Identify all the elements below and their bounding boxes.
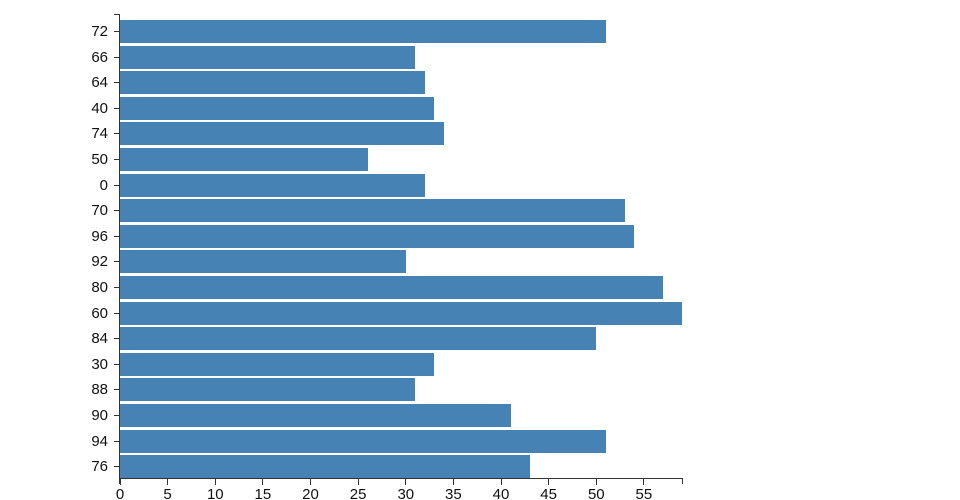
x-tick-label: 25 [349,486,367,500]
bar [120,455,530,479]
y-tick-label: 70 [91,202,108,220]
y-tick-label: 96 [91,227,108,245]
bar [120,45,416,69]
x-axis-outer-tick-right [682,478,683,484]
x-tick-label: 30 [397,486,415,500]
bar [120,148,368,171]
y-axis-outer-tick-top [113,14,120,15]
y-axis-tick [113,287,120,288]
x-axis-tick [595,479,597,485]
x-axis-tick [167,479,169,485]
bar [120,352,435,376]
bar [120,429,606,453]
y-tick-label: 64 [91,74,108,92]
y-axis-tick [113,363,120,365]
bar [120,122,444,146]
y-axis-tick [113,82,120,84]
bar [120,199,625,223]
x-tick-label: 15 [254,486,272,500]
y-tick-label: 30 [91,355,108,373]
y-tick-label: 80 [91,279,108,296]
x-tick-label: 45 [540,486,557,500]
y-axis-tick [113,56,120,58]
bar [120,96,435,120]
y-tick-label: 60 [91,304,108,322]
x-tick-label: 5 [163,486,172,500]
y-tick-label: 94 [91,432,108,450]
y-tick-label: 90 [91,407,108,424]
x-axis-tick [357,479,359,485]
x-axis-tick [452,479,454,485]
y-tick-label: 66 [91,48,108,66]
x-axis-tick [262,479,264,485]
y-tick-label: 74 [91,125,108,143]
y-axis-tick [113,466,120,468]
y-axis-tick [113,210,120,212]
bar [120,71,425,95]
x-tick-label: 55 [635,486,653,500]
x-tick-label: 20 [302,486,319,500]
x-axis-tick [643,479,645,485]
y-tick-label: 88 [91,381,108,399]
x-tick-label: 10 [206,486,224,500]
y-tick-label: 40 [91,99,108,117]
y-tick-label: 0 [99,176,108,194]
bar [120,327,597,351]
y-axis-tick [113,440,120,442]
y-axis-tick [113,235,120,237]
y-axis-domain-line [119,14,120,478]
bar [120,404,511,427]
y-axis-tick [113,261,120,263]
x-axis-tick [310,479,311,485]
y-axis-tick [113,107,120,109]
x-axis-domain-line [119,478,682,479]
y-tick-label: 72 [91,23,108,40]
y-tick-label: 50 [91,151,108,168]
bar [120,173,425,197]
x-axis-tick [119,479,121,485]
x-axis-tick [405,479,407,485]
bar [120,224,635,248]
bar [120,20,606,43]
y-axis-tick [113,184,120,186]
y-axis-tick [113,31,120,32]
bar [120,378,416,402]
bar [120,250,406,274]
y-axis-tick [113,312,120,314]
x-axis-tick [548,479,550,485]
x-tick-label: 35 [445,486,462,500]
y-axis-tick [113,338,120,340]
y-tick-label: 76 [91,458,108,476]
y-axis-tick [113,415,120,416]
bar [120,276,663,299]
bar [120,301,682,325]
y-tick-label: 84 [91,330,108,348]
x-axis-tick [500,479,502,485]
x-axis-tick [214,479,216,485]
y-axis-tick [113,389,120,391]
y-tick-label: 92 [91,253,108,271]
y-axis-tick [113,133,120,135]
x-tick-label: 40 [492,486,510,500]
x-tick-label: 50 [587,486,605,500]
x-tick-label: 0 [115,486,125,500]
y-axis-tick [113,159,120,160]
